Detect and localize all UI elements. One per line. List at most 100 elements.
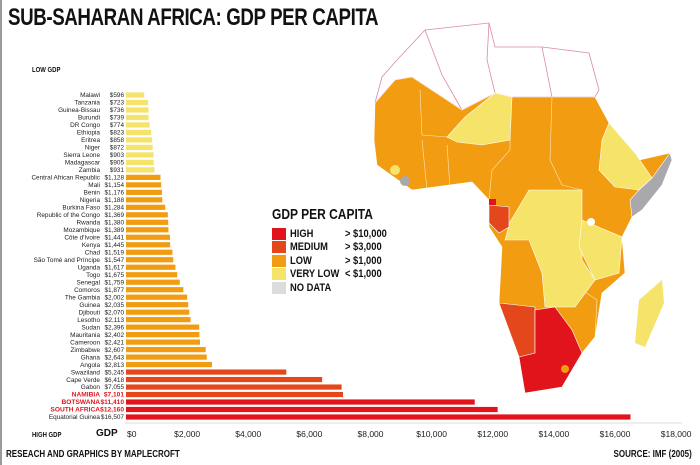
country-label: Uganda [78, 264, 101, 271]
value-label: $736 [110, 107, 125, 114]
source-text: SOURCE: IMF (2005) [613, 449, 692, 460]
country-label: DR Congo [70, 122, 100, 129]
legend-label: HIGH [290, 227, 314, 240]
page-title: SUB-SAHARAN AFRICA: GDP PER CAPITA [8, 4, 379, 31]
map-border [541, 46, 553, 98]
country-label: Djibouti [79, 309, 100, 316]
bar [126, 317, 191, 323]
legend-label: NO DATA [290, 281, 332, 294]
value-label: $1,441 [104, 234, 124, 241]
country-label: Kenya [82, 242, 101, 249]
value-label: $1,176 [104, 190, 124, 197]
bar [126, 384, 342, 390]
legend-item: LOW > $1,000 [272, 254, 398, 268]
country-label: Cameroon [70, 339, 100, 346]
map-tanzania [578, 219, 623, 281]
value-label: $2,643 [104, 354, 124, 361]
bar [126, 302, 189, 308]
legend-range: > $1,000 [345, 254, 382, 267]
value-label: $931 [110, 167, 125, 174]
country-label: Eritrea [81, 137, 100, 144]
legend: GDP PER CAPITA HIGH > $10,000 MEDIUM > $3,0… [272, 206, 398, 295]
value-label: $1,675 [104, 272, 124, 279]
x-tick-label: $8,000 [358, 429, 384, 439]
bar [126, 361, 212, 368]
value-label: $2,035 [104, 302, 124, 309]
value-label: $1,128 [104, 175, 124, 182]
country-label: Mauritania [70, 332, 100, 339]
x-tick-label: $4,000 [235, 429, 261, 439]
bar [126, 272, 178, 278]
legend-swatch [272, 268, 286, 281]
value-label: $1,519 [104, 249, 124, 256]
country-label: Ethiopia [77, 130, 101, 137]
country-label: Gabon [81, 384, 101, 391]
value-label: $1,445 [104, 242, 124, 249]
map-border [424, 29, 463, 111]
bar [126, 324, 200, 330]
map-equatorial-guinea [489, 199, 496, 205]
value-label: $16,507 [101, 414, 125, 421]
bar [126, 339, 200, 345]
bar [126, 294, 188, 300]
value-label: $2,002 [104, 294, 124, 301]
bar [126, 189, 162, 195]
country-label: Mali [88, 182, 100, 189]
x-tick-label: $16,000 [600, 429, 631, 439]
value-label: $6,418 [104, 377, 124, 384]
bar [126, 99, 149, 106]
value-label: $7,101 [104, 392, 125, 399]
bar [126, 347, 206, 353]
map-gabon [488, 204, 510, 234]
bar [126, 107, 149, 113]
value-label: $858 [110, 137, 125, 144]
value-label: $872 [110, 145, 125, 152]
value-label: $2,396 [104, 324, 124, 331]
bar [126, 249, 173, 255]
bar [126, 287, 184, 293]
bar [126, 212, 168, 218]
value-label: $2,113 [105, 317, 125, 324]
bar [126, 414, 631, 420]
country-label: BOTSWANA [62, 399, 101, 406]
bar [126, 279, 180, 285]
map-border [446, 144, 451, 189]
value-label: $1,284 [104, 205, 124, 212]
bar [126, 257, 174, 263]
country-label: Cape Verde [66, 377, 100, 384]
bar [126, 92, 145, 98]
bar [126, 122, 150, 128]
bar [126, 309, 190, 315]
country-label: Swaziland [71, 369, 101, 376]
map-border [421, 139, 428, 191]
x-tick-label: $6,000 [296, 429, 322, 439]
bar [126, 227, 169, 233]
legend-label: LOW [290, 254, 312, 267]
value-label: $11,410 [101, 399, 125, 406]
country-label: Niger [85, 145, 101, 152]
axis-label: GDP [96, 428, 118, 439]
bar [126, 264, 176, 270]
bar [126, 137, 153, 143]
value-label: $2,421 [104, 339, 124, 346]
map-somalia [629, 152, 673, 218]
value-label: $7,055 [104, 384, 124, 391]
x-tick-label: $10,000 [416, 429, 447, 439]
africa-map [373, 22, 673, 394]
country-label: Sudan [82, 324, 101, 331]
bar [126, 242, 171, 248]
bar [126, 129, 152, 136]
legend-range: > $3,000 [345, 241, 382, 254]
x-tick-label: $12,000 [477, 429, 508, 439]
value-label: $1,389 [104, 227, 124, 234]
country-label: Tanzania [74, 100, 100, 107]
map-border [486, 22, 496, 94]
country-label: Equatorial Guinea [49, 414, 101, 421]
country-label: Burundi [78, 115, 100, 122]
country-label: Rwanda [77, 220, 101, 227]
legend-swatch [272, 241, 286, 254]
country-label: Lesotho [77, 317, 100, 324]
value-label: $905 [110, 160, 125, 167]
